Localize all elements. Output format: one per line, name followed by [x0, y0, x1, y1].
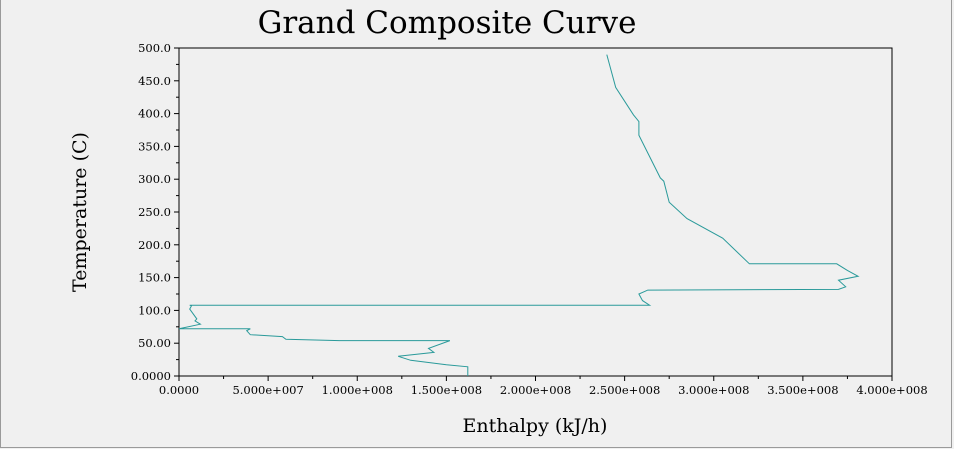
grand-composite-curve-line — [178, 54, 860, 376]
y-tick-label: 100.0 — [138, 303, 171, 317]
y-tick-label: 200.0 — [138, 238, 171, 252]
y-tick-label: 500.0 — [138, 41, 171, 55]
chart-title: Grand Composite Curve — [258, 5, 637, 41]
x-tick-label: 5.000e+007 — [232, 383, 303, 397]
x-tick-label: 2.000e+008 — [500, 383, 571, 397]
y-axis-label: Temperature (C) — [69, 132, 91, 292]
x-tick-label: 2.500e+008 — [589, 383, 660, 397]
y-tick-label: 0.0000 — [131, 369, 171, 383]
plot-frame — [178, 47, 893, 377]
x-tick-label: 3.000e+008 — [678, 383, 749, 397]
y-tick-label: 150.0 — [138, 271, 171, 285]
y-tick-label: 300.0 — [138, 172, 171, 186]
x-tick-label: 1.000e+008 — [322, 383, 393, 397]
x-axis-label: Enthalpy (kJ/h) — [463, 415, 608, 437]
y-tick-label: 450.0 — [138, 74, 171, 88]
x-tick-label: 1.500e+008 — [411, 383, 482, 397]
y-tick-label: 50.00 — [138, 336, 171, 350]
x-tick-label: 4.000e+008 — [856, 383, 927, 397]
x-tick-label: 3.500e+008 — [767, 383, 838, 397]
y-tick-label: 400.0 — [138, 107, 171, 121]
y-tick-label: 350.0 — [138, 139, 171, 153]
y-tick-label: 250.0 — [138, 205, 171, 219]
plot-area: 0.0000 50.00 100.0 150.0 200.0 250.0 300.0 350.… — [131, 41, 928, 397]
x-tick-label: 0.0000 — [159, 383, 199, 397]
